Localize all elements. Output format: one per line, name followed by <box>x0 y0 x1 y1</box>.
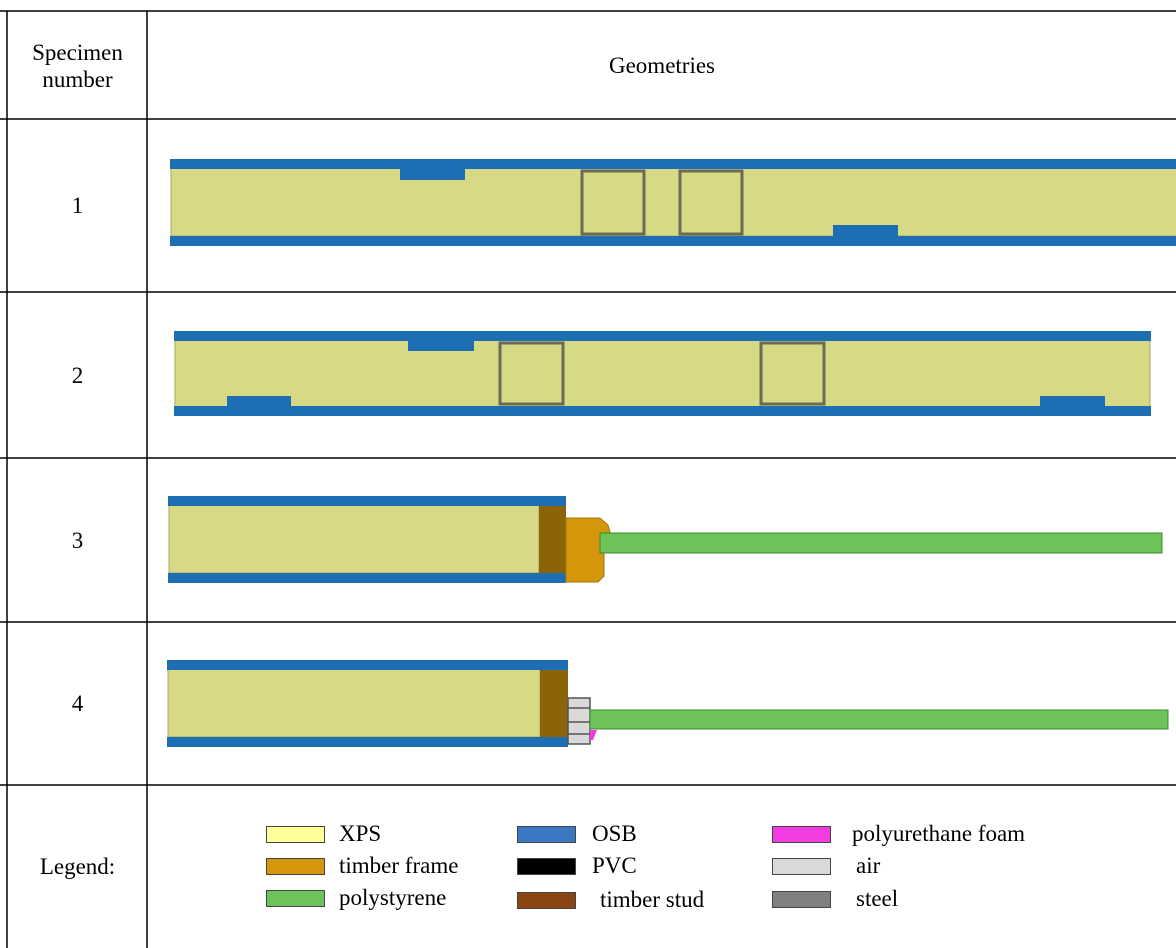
steel-swatch <box>772 890 831 908</box>
specimen-number-1: 1 <box>8 120 147 292</box>
specimen-number-label: 3 <box>71 527 84 553</box>
polyurethane-foam-swatch <box>772 825 831 843</box>
legend-item-timber-stud: timber stud <box>517 887 704 913</box>
specimen-number-2: 2 <box>8 293 147 458</box>
specimen-number-label: 1 <box>71 193 84 218</box>
legend-label: polyurethane foam <box>852 821 1026 846</box>
legend-item-steel: steel <box>772 886 898 912</box>
specimen-number-label: 2 <box>71 362 84 388</box>
specimen-2-geometry <box>174 331 1151 416</box>
legend-label: timber frame <box>339 853 459 878</box>
legend-item-xps: XPS <box>266 821 381 847</box>
legend-title: Legend: <box>8 786 147 948</box>
specimen-3-geometry <box>168 496 1163 583</box>
legend-item-air: air <box>772 853 880 879</box>
legend-label: polystyrene <box>339 885 447 910</box>
legend-item-polystyrene: polystyrene <box>266 885 446 911</box>
polystyrene-swatch <box>266 889 325 907</box>
legend-label: air <box>856 853 881 878</box>
legend-label: steel <box>856 886 899 911</box>
header-specimen-label: Specimen number <box>32 39 123 92</box>
legend-item-polyurethane-foam: polyurethane foam <box>772 821 1025 847</box>
air-swatch <box>772 857 831 875</box>
header-specimen-number: Specimen number <box>8 12 147 119</box>
specimen-number-4: 4 <box>8 623 147 785</box>
legend-label: OSB <box>592 821 637 846</box>
osb-swatch <box>517 825 576 843</box>
specimen-4-geometry <box>167 660 1169 747</box>
legend-label: XPS <box>339 821 382 846</box>
pvc-swatch <box>517 857 576 875</box>
legend-label: PVC <box>592 853 637 878</box>
header-geometries: Geometries <box>148 12 1176 119</box>
specimen-number-3: 3 <box>8 459 147 622</box>
specimen-number-label: 4 <box>71 691 84 716</box>
specimen-1-geometry <box>170 159 1176 246</box>
xps-swatch <box>266 825 325 843</box>
legend-item-osb: OSB <box>517 821 637 847</box>
header-geometries-label: Geometries <box>608 53 715 78</box>
legend-label: timber stud <box>600 887 705 912</box>
legend-item-timber-frame: timber frame <box>266 853 458 879</box>
timber-frame-swatch <box>266 857 325 875</box>
timber-stud-swatch <box>517 891 576 909</box>
legend-title-label: Legend: <box>39 854 116 879</box>
legend-item-pvc: PVC <box>517 853 637 879</box>
